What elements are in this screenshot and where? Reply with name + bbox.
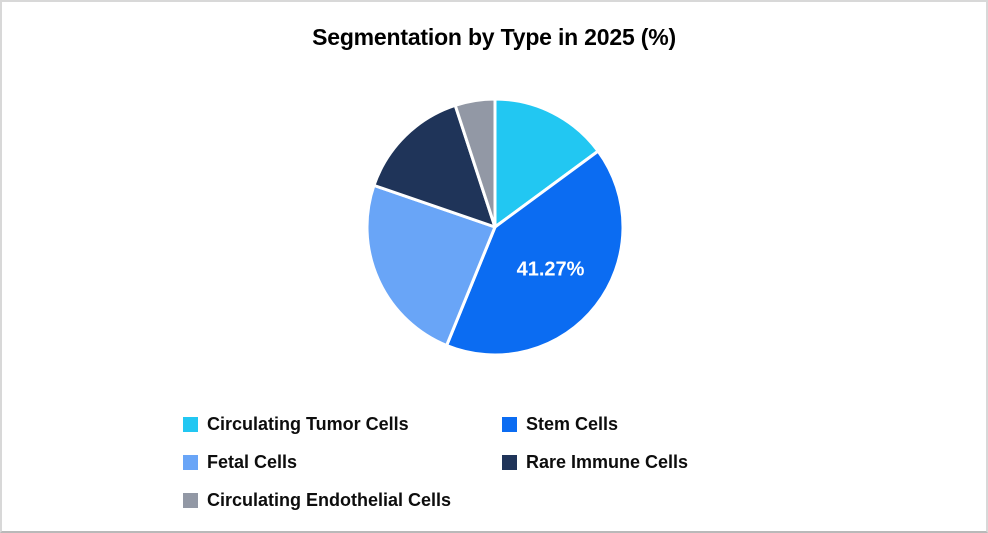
legend-item-fetal-cells: Fetal Cells — [183, 443, 502, 481]
legend-swatch-icon — [183, 454, 198, 470]
legend-label: Rare Immune Cells — [526, 451, 689, 472]
legend-item-circulating-endothelial-cells: Circulating Endothelial Cells — [183, 481, 502, 519]
legend-swatch-icon — [183, 416, 198, 432]
legend-swatch-icon — [502, 416, 517, 432]
legend-label: Circulating Tumor Cells — [207, 413, 409, 434]
chart-title: Segmentation by Type in 2025 (%) — [312, 24, 676, 50]
legend-label: Stem Cells — [526, 413, 619, 434]
legend-item-circulating-tumor-cells: Circulating Tumor Cells — [183, 405, 502, 443]
legend-item-stem-cells: Stem Cells — [502, 405, 688, 443]
pie-data-label: 41.27% — [517, 259, 585, 281]
legend-label: Circulating Endothelial Cells — [207, 489, 452, 510]
legend-swatch-icon — [183, 492, 198, 508]
pie-slice-fetal-cells — [365, 183, 497, 347]
legend-label: Fetal Cells — [207, 451, 298, 472]
pie-slice-circulating-endothelial-cells — [453, 97, 497, 229]
legend-swatch-icon — [502, 454, 517, 470]
legend-item-rare-immune-cells: Rare Immune Cells — [502, 443, 688, 481]
pie-slice-circulating-tumor-cells — [493, 97, 600, 229]
pie-slice-stem-cells — [445, 149, 625, 357]
legend: Circulating Tumor Cells Stem Cells Fetal C… — [183, 405, 688, 519]
